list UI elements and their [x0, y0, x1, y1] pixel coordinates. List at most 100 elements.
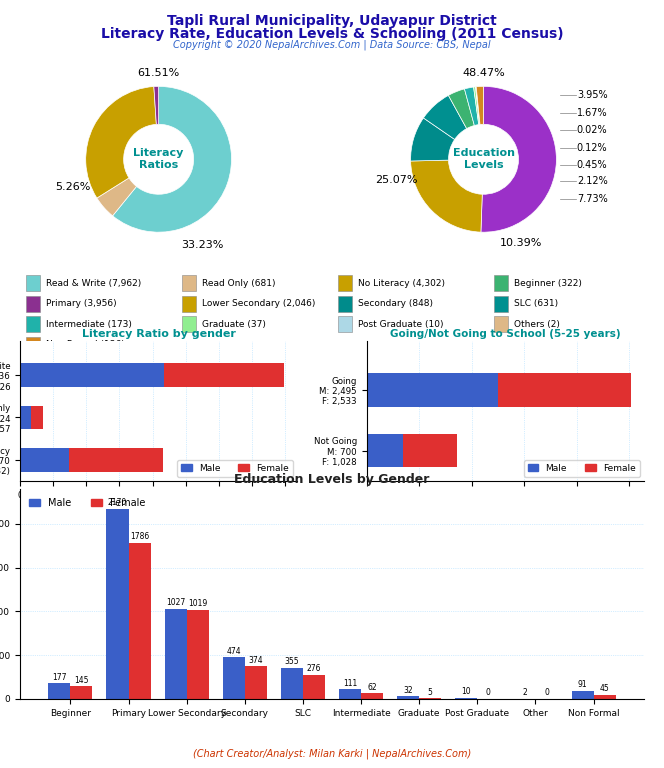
Bar [245, 666, 267, 699]
Text: 32: 32 [403, 686, 413, 694]
Bar [494, 296, 508, 312]
Text: Literacy Rate, Education Levels & Schooling (2011 Census): Literacy Rate, Education Levels & School… [101, 27, 563, 41]
Text: 0: 0 [486, 688, 491, 697]
Text: 10.39%: 10.39% [500, 238, 542, 248]
Bar [303, 675, 325, 699]
Legend: Male, Female: Male, Female [524, 460, 639, 477]
Bar [456, 698, 477, 699]
Title: Going/Not Going to School (5-25 years): Going/Not Going to School (5-25 years) [390, 329, 621, 339]
Bar [367, 373, 498, 406]
Text: 1019: 1019 [188, 599, 207, 608]
Bar [361, 694, 383, 699]
Bar [182, 296, 196, 312]
Text: Secondary (848): Secondary (848) [358, 300, 433, 308]
Text: 5.26%: 5.26% [55, 182, 90, 192]
Title: Education Levels by Gender: Education Levels by Gender [234, 473, 430, 486]
Text: Beginner (322): Beginner (322) [514, 279, 582, 288]
Text: 0.02%: 0.02% [577, 125, 608, 135]
Text: Literacy
Ratios: Literacy Ratios [133, 148, 184, 170]
Text: 2.12%: 2.12% [577, 176, 608, 186]
Wedge shape [424, 95, 467, 140]
Bar [594, 695, 616, 699]
Text: 0: 0 [544, 688, 549, 697]
Legend: Male, Female: Male, Female [25, 494, 149, 511]
Bar [26, 336, 40, 353]
Bar [222, 657, 245, 699]
Wedge shape [473, 87, 479, 124]
Bar [339, 689, 361, 699]
Bar [20, 449, 68, 472]
Bar [367, 434, 404, 468]
Legend: Male, Female: Male, Female [177, 460, 293, 477]
Text: Read & Write (7,962): Read & Write (7,962) [46, 279, 141, 288]
Text: 2170: 2170 [108, 498, 127, 508]
Text: 3.95%: 3.95% [577, 90, 608, 100]
Wedge shape [475, 87, 480, 124]
Bar [20, 363, 164, 387]
Bar [572, 691, 594, 699]
Bar [164, 363, 284, 387]
Text: Post Graduate (10): Post Graduate (10) [358, 319, 444, 329]
Wedge shape [464, 87, 479, 125]
Bar [129, 543, 151, 699]
Text: 0.12%: 0.12% [577, 143, 608, 153]
Text: 111: 111 [343, 679, 357, 687]
Text: 474: 474 [226, 647, 241, 656]
Text: No Literacy (4,302): No Literacy (4,302) [358, 279, 446, 288]
Text: 62: 62 [367, 683, 377, 692]
Text: 48.47%: 48.47% [462, 68, 505, 78]
Wedge shape [86, 87, 156, 198]
Text: 7.73%: 7.73% [577, 194, 608, 204]
Wedge shape [113, 86, 232, 232]
Bar [404, 434, 457, 468]
Text: 145: 145 [74, 676, 89, 684]
Bar [187, 610, 208, 699]
Text: Primary (3,956): Primary (3,956) [46, 300, 117, 308]
Text: 177: 177 [52, 673, 66, 682]
Text: 1.67%: 1.67% [577, 108, 608, 118]
Wedge shape [410, 118, 455, 161]
Text: Graduate (37): Graduate (37) [202, 319, 266, 329]
Bar [281, 668, 303, 699]
Bar [26, 316, 40, 333]
Text: 276: 276 [307, 664, 321, 674]
Wedge shape [476, 86, 483, 124]
Wedge shape [476, 87, 480, 124]
Bar [70, 686, 92, 699]
Text: Lower Secondary (2,046): Lower Secondary (2,046) [202, 300, 315, 308]
Text: 61.51%: 61.51% [137, 68, 180, 78]
Bar [48, 684, 70, 699]
Bar [68, 449, 163, 472]
Bar [20, 406, 31, 429]
Bar [165, 609, 187, 699]
Bar [182, 316, 196, 333]
Bar [31, 406, 42, 429]
Text: 33.23%: 33.23% [181, 240, 224, 250]
Bar [397, 696, 419, 699]
Bar [26, 275, 40, 291]
Text: Copyright © 2020 NepalArchives.Com | Data Source: CBS, Nepal: Copyright © 2020 NepalArchives.Com | Dat… [173, 40, 491, 51]
Text: 5: 5 [428, 688, 433, 697]
Bar [338, 275, 352, 291]
Text: 10: 10 [461, 687, 471, 697]
Bar [182, 275, 196, 291]
Wedge shape [481, 86, 556, 232]
Text: 2: 2 [522, 688, 527, 697]
Wedge shape [448, 89, 474, 128]
Text: SLC (631): SLC (631) [514, 300, 558, 308]
Text: Non Formal (136): Non Formal (136) [46, 340, 125, 349]
Text: Read Only (681): Read Only (681) [202, 279, 276, 288]
Text: 355: 355 [285, 657, 299, 667]
Bar [26, 296, 40, 312]
Text: Others (2): Others (2) [514, 319, 560, 329]
Text: (Chart Creator/Analyst: Milan Karki | NepalArchives.Com): (Chart Creator/Analyst: Milan Karki | Ne… [193, 748, 471, 759]
Text: 0.45%: 0.45% [577, 160, 608, 170]
Bar [498, 373, 631, 406]
Wedge shape [410, 160, 482, 232]
Wedge shape [97, 178, 137, 216]
Text: 45: 45 [600, 684, 610, 694]
Bar [494, 316, 508, 333]
Title: Literacy Ratio by gender: Literacy Ratio by gender [82, 329, 236, 339]
Text: Education
Levels: Education Levels [452, 148, 515, 170]
Bar [338, 316, 352, 333]
